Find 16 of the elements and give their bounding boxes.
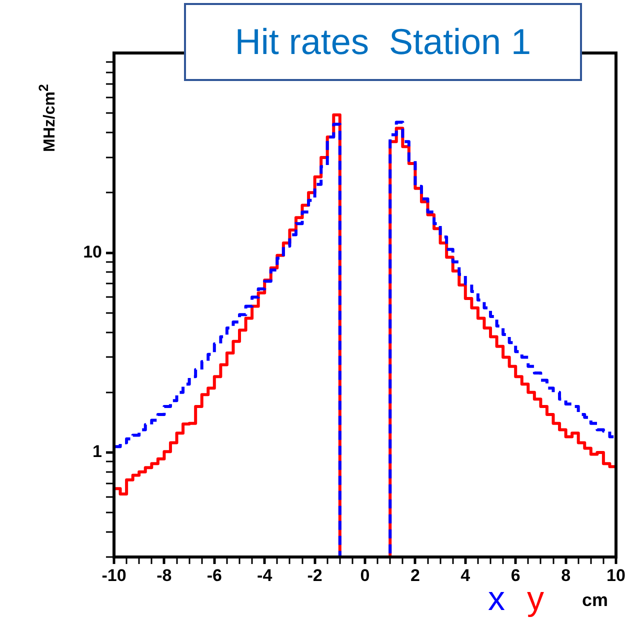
- x-tick-label: 4: [460, 566, 471, 585]
- chart-title: Hit rates Station 1: [184, 3, 582, 81]
- x-tick-label: 2: [410, 566, 420, 585]
- x-tick-label: 8: [561, 566, 571, 585]
- x-tick-label: -8: [156, 566, 172, 585]
- x-tick-label: -2: [307, 566, 322, 585]
- x-axis-title: cm: [582, 590, 608, 611]
- y-tick-label: 1: [92, 442, 102, 462]
- text: y: [527, 580, 544, 618]
- x-tick-label: 0: [360, 566, 370, 585]
- x-tick-label: 10: [606, 566, 626, 585]
- x-tick-label: -4: [257, 566, 273, 585]
- x-tick-label: 6: [510, 566, 520, 585]
- text: x: [488, 580, 505, 618]
- x-tick-label: -10: [102, 566, 126, 585]
- x-tick-label: -6: [206, 566, 222, 585]
